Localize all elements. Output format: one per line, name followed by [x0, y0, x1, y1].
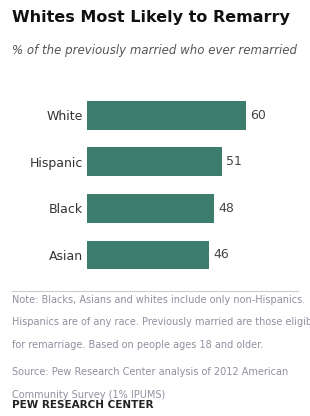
Text: % of the previously married who ever remarried: % of the previously married who ever rem…: [12, 44, 297, 57]
Text: PEW RESEARCH CENTER: PEW RESEARCH CENTER: [12, 400, 154, 410]
Bar: [87, 147, 222, 176]
Text: Community Survey (1% IPUMS): Community Survey (1% IPUMS): [12, 390, 166, 400]
Text: 60: 60: [250, 109, 266, 122]
Text: Note: Blacks, Asians and whites include only non-Hispanics.: Note: Blacks, Asians and whites include …: [12, 295, 306, 305]
Bar: [87, 101, 246, 130]
Text: Whites Most Likely to Remarry: Whites Most Likely to Remarry: [12, 10, 290, 25]
Text: 51: 51: [226, 155, 242, 168]
Bar: [87, 194, 214, 223]
Text: Hispanics are of any race. Previously married are those eligible: Hispanics are of any race. Previously ma…: [12, 317, 310, 327]
Text: 48: 48: [218, 202, 234, 215]
Text: for remarriage. Based on people ages 18 and older.: for remarriage. Based on people ages 18 …: [12, 340, 264, 350]
Text: Source: Pew Research Center analysis of 2012 American: Source: Pew Research Center analysis of …: [12, 367, 289, 377]
Text: 46: 46: [213, 248, 229, 261]
Bar: [87, 240, 209, 270]
